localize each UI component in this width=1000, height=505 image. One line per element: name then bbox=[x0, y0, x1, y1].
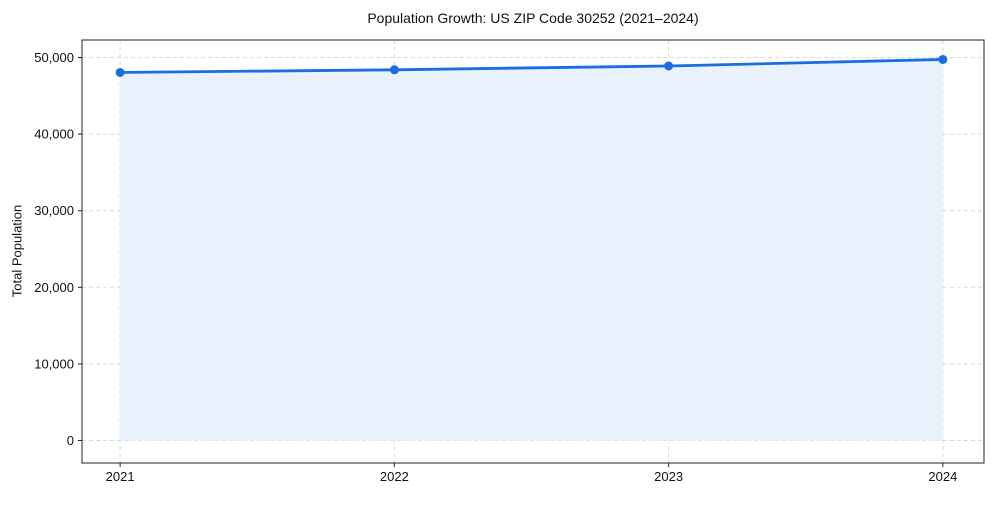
x-tick-label: 2023 bbox=[654, 469, 683, 484]
data-point bbox=[664, 61, 674, 71]
area-fill bbox=[120, 59, 943, 441]
data-point bbox=[389, 65, 399, 75]
y-tick-label: 10,000 bbox=[34, 356, 74, 371]
y-tick-label: 40,000 bbox=[34, 127, 74, 142]
y-tick-label: 20,000 bbox=[34, 280, 74, 295]
chart-title: Population Growth: US ZIP Code 30252 (20… bbox=[367, 10, 699, 26]
data-line bbox=[118, 58, 945, 74]
x-tick-label: 2022 bbox=[380, 469, 409, 484]
x-tick-label: 2024 bbox=[928, 469, 957, 484]
y-tick-label: 30,000 bbox=[34, 203, 74, 218]
x-tick-label: 2021 bbox=[106, 469, 135, 484]
data-point bbox=[115, 67, 125, 77]
y-tick-label: 50,000 bbox=[34, 50, 74, 65]
data-point bbox=[938, 54, 948, 64]
plot-border bbox=[81, 39, 985, 464]
y-tick-label: 0 bbox=[67, 433, 74, 448]
y-axis-label: Total Population bbox=[9, 204, 25, 298]
